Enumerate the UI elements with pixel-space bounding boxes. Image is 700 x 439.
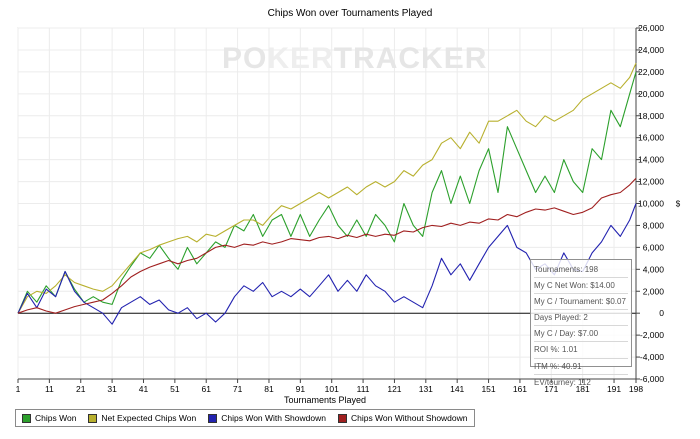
chart-legend: Chips Won Net Expected Chips Won Chips Won… — [15, 409, 475, 427]
y-tick-label: 22,000 — [638, 67, 664, 77]
tooltip-row: My C / Day: $7.00 — [534, 326, 628, 343]
y-tick-label: 4,000 — [643, 264, 665, 274]
x-tick-label: 31 — [107, 384, 117, 394]
x-tick-label: 181 — [576, 384, 590, 394]
x-tick-label: 1 — [16, 384, 21, 394]
legend-item[interactable]: Net Expected Chips Won — [88, 413, 196, 423]
series-line-net-expected-chips-won — [17, 62, 637, 314]
x-tick-label: 51 — [170, 384, 180, 394]
grid-lines — [17, 27, 637, 380]
tooltip-row: ITM %: 40.91 — [534, 359, 628, 375]
y-tick-label: 6,000 — [643, 242, 665, 252]
y-tick-label: 26,000 — [638, 23, 664, 33]
x-tick-label: 171 — [544, 384, 558, 394]
tooltip-row: My C / Tournament: $0.07 — [534, 294, 628, 311]
legend-label: Chips Won Without Showdown — [350, 413, 468, 423]
x-tick-label: 191 — [607, 384, 621, 394]
legend-item[interactable]: Chips Won — [22, 413, 76, 423]
x-tick-label: 161 — [513, 384, 527, 394]
x-tick-label: 81 — [264, 384, 274, 394]
tooltip-row: EV/tourney: 112 — [534, 377, 591, 387]
legend-label: Chips Won — [35, 413, 77, 423]
hover-tooltip: Tournaments: 198 My C Net Won: $14.00 My C… — [530, 259, 632, 387]
y-tick-label: 2,000 — [643, 286, 665, 296]
y-tick-label: 14,000 — [638, 155, 664, 165]
x-tick-label: 41 — [139, 384, 149, 394]
y-tick-label: 0 — [659, 308, 664, 318]
y-tick-label: 8,000 — [643, 220, 665, 230]
x-tick-label: 101 — [325, 384, 339, 394]
legend-swatch — [22, 413, 31, 423]
x-tick-label: 141 — [450, 384, 464, 394]
legend-label: Net Expected Chips Won — [101, 413, 197, 423]
legend-swatch — [208, 413, 218, 423]
legend-label: Chips Won With Showdown — [221, 413, 326, 423]
y-tick-label: -4,000 — [640, 352, 664, 362]
y-tick-label: -6,000 — [640, 374, 664, 384]
y-tick-label: 18,000 — [638, 111, 664, 121]
x-tick-label: 61 — [201, 384, 211, 394]
tooltip-row: Tournaments: 198 — [534, 262, 628, 279]
x-tick-label: 151 — [481, 384, 495, 394]
x-axis-label: Tournaments Played — [283, 395, 367, 405]
series-line-chips-won-without-showdown — [17, 177, 637, 314]
legend-item[interactable]: Chips Won Without Showdown — [337, 413, 468, 423]
x-tick-label: 198 — [629, 384, 643, 394]
y-tick-label: -2,000 — [640, 330, 664, 340]
tooltip-row: ROI %: 1.01 — [534, 342, 628, 359]
x-tick-label: 91 — [296, 384, 306, 394]
y-tick-label: 20,000 — [638, 89, 664, 99]
tick-labels: 1 11 21 31 41 51 61 71 81 91 101 111 121 131 141 151 161… — [16, 23, 681, 394]
tooltip-row: My C Net Won: $14.00 — [534, 278, 628, 295]
y-unit-symbol: $ — [676, 200, 681, 209]
x-tick-label: 21 — [76, 384, 86, 394]
y-tick-label: 24,000 — [638, 45, 664, 55]
x-tick-label: 111 — [357, 384, 370, 394]
legend-swatch — [337, 413, 347, 423]
x-tick-label: 71 — [233, 384, 243, 394]
tooltip-row: Days Played: 2 — [534, 310, 628, 327]
x-tick-label: 11 — [45, 384, 54, 394]
chart-title: Chips Won over Tournaments Played — [267, 8, 433, 19]
y-tick-label: 10,000 — [638, 199, 664, 209]
x-tick-label: 121 — [387, 384, 401, 394]
series-line-chips-won — [17, 71, 637, 314]
legend-swatch — [88, 413, 98, 423]
x-tick-label: 131 — [419, 384, 433, 394]
y-tick-label: 16,000 — [638, 133, 664, 143]
y-tick-label: 12,000 — [638, 177, 664, 187]
watermark-logo: POKERTRACKER — [222, 42, 488, 75]
legend-item[interactable]: Chips Won With Showdown — [208, 413, 326, 423]
